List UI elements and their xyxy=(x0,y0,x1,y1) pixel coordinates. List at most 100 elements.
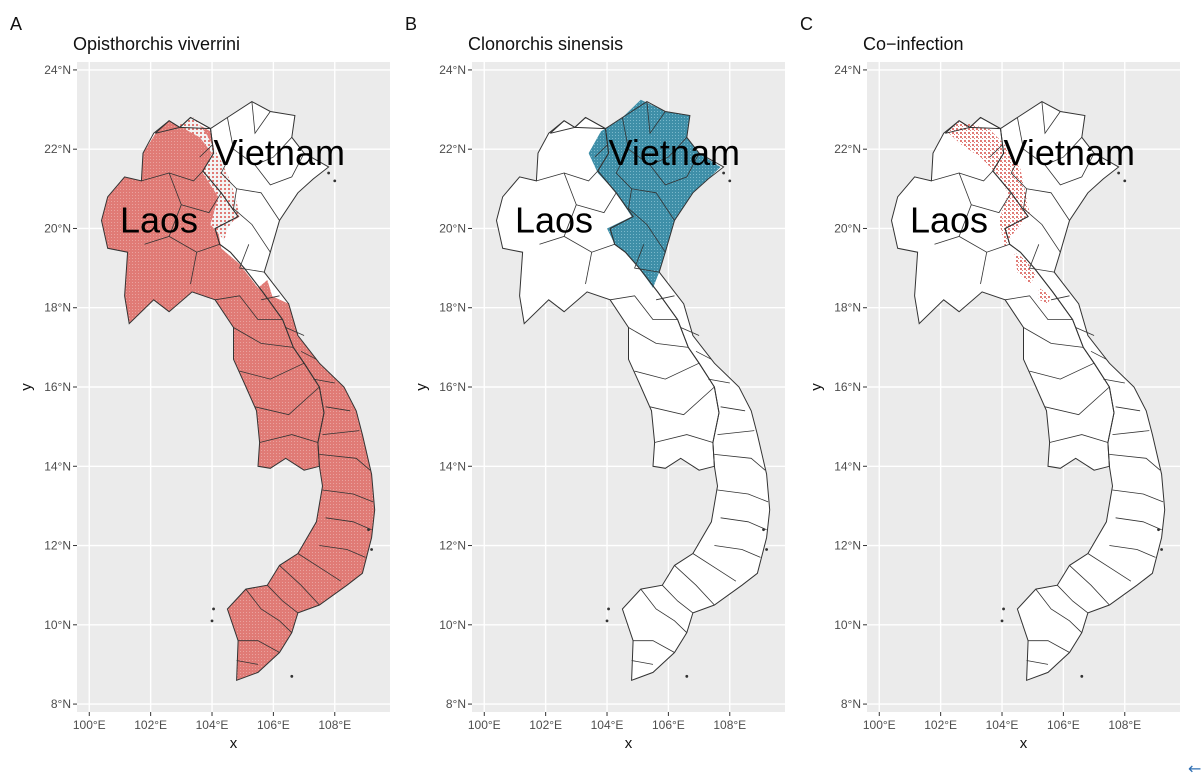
island xyxy=(1160,548,1163,551)
vietnam-province-border xyxy=(1028,640,1070,653)
vietnam-province-border xyxy=(297,553,342,582)
vietnam-province-border xyxy=(325,406,351,412)
laos-label: Laos xyxy=(910,199,988,240)
y-tick-label: 20°N xyxy=(44,221,71,235)
vietnam-province-border xyxy=(1035,588,1083,633)
laos-province-border xyxy=(1023,327,1084,348)
vietnam-province-border xyxy=(1069,565,1110,606)
vietnam-label: Vietnam xyxy=(609,132,740,173)
y-tick-label: 18°N xyxy=(834,301,861,315)
x-tick-label: 100°E xyxy=(73,718,106,732)
laos-province-border xyxy=(1049,434,1109,443)
y-tick-label: 10°N xyxy=(439,618,466,632)
vietnam-label: Vietnam xyxy=(214,132,345,173)
x-tick-label: 106°E xyxy=(1047,718,1080,732)
y-tick-label: 14°N xyxy=(834,459,861,473)
island xyxy=(1117,171,1121,175)
vietnam-label: Vietnam xyxy=(1004,132,1135,173)
island xyxy=(367,528,370,532)
province-borders xyxy=(536,101,769,665)
laos-province-border xyxy=(958,170,994,182)
y-tick-label: 22°N xyxy=(834,142,861,156)
vietnam-province-border xyxy=(319,454,371,471)
coinfection-area xyxy=(1014,252,1036,284)
vietnam-outline xyxy=(944,101,1166,682)
vietnam-province-border xyxy=(1026,660,1049,665)
vietnam-province-border xyxy=(236,660,259,665)
vietnam-province-border xyxy=(1087,553,1132,582)
panel-letter: C xyxy=(800,14,813,34)
laos-province-border xyxy=(628,327,689,348)
vietnam-province-border xyxy=(649,153,700,186)
vietnam-province-border xyxy=(1090,350,1107,360)
vietnam-province-border xyxy=(251,101,271,135)
laos-province-border xyxy=(649,386,715,416)
vietnam-province-border xyxy=(245,588,293,633)
laos-land xyxy=(891,117,1114,471)
island xyxy=(605,619,609,623)
x-tick-label: 100°E xyxy=(863,718,896,732)
y-tick-label: 24°N xyxy=(44,63,71,77)
x-axis-title: x xyxy=(1020,735,1028,752)
laos-label: Laos xyxy=(515,199,593,240)
laos-province-border xyxy=(190,252,198,285)
x-tick-label: 104°E xyxy=(986,718,1019,732)
island xyxy=(1000,619,1004,623)
vietnam-province-border xyxy=(633,640,675,653)
laos-province-border xyxy=(654,434,714,443)
panel-title: Clonorchis sinensis xyxy=(468,34,623,54)
vietnam-province-border xyxy=(1075,327,1095,336)
island xyxy=(1080,674,1084,678)
island xyxy=(728,179,732,183)
x-tick-label: 108°E xyxy=(713,718,746,732)
province-borders xyxy=(141,101,374,665)
laos-province-border xyxy=(634,362,700,380)
vietnam-province-border xyxy=(300,350,317,360)
x-tick-label: 102°E xyxy=(529,718,562,732)
laos-land xyxy=(496,117,719,471)
y-tick-label: 20°N xyxy=(439,221,466,235)
x-tick-label: 102°E xyxy=(134,718,167,732)
y-tick-label: 22°N xyxy=(439,142,466,156)
laos-province-border xyxy=(181,192,222,214)
panel-a: 100°E 102°E 104°E 106°E 108°E 24°N 22°N 20°N 18°… xyxy=(10,14,390,752)
vietnam-province-border xyxy=(720,406,746,412)
vietnam-province-border xyxy=(199,144,213,158)
vietnam-province-border xyxy=(1115,517,1162,531)
vietnam-province-border xyxy=(1029,244,1055,273)
vietnam-province-border xyxy=(717,489,769,503)
panel-letter: A xyxy=(10,14,22,34)
laos-province-border xyxy=(254,386,320,416)
y-axis-title: y xyxy=(413,383,430,391)
island xyxy=(290,674,294,678)
coinfection-area xyxy=(946,120,1030,249)
cs-prevalence-area xyxy=(588,99,721,288)
y-tick-label: 18°N xyxy=(44,301,71,315)
y-tick-label: 12°N xyxy=(44,539,71,553)
island xyxy=(685,674,689,678)
island xyxy=(722,171,726,175)
laos-province-border xyxy=(971,192,1012,214)
x-tick-label: 108°E xyxy=(1108,718,1141,732)
y-tick-label: 8°N xyxy=(51,697,71,711)
laos-province-border xyxy=(1029,362,1095,380)
vietnam-province-border xyxy=(1023,188,1061,253)
island xyxy=(327,171,331,175)
vietnam-province-border xyxy=(634,244,660,273)
vietnam-province-border xyxy=(631,660,654,665)
vietnam-province-border xyxy=(279,565,320,606)
y-tick-label: 12°N xyxy=(439,539,466,553)
x-tick-label: 100°E xyxy=(468,718,501,732)
vietnam-province-border xyxy=(285,327,305,336)
y-tick-label: 22°N xyxy=(44,142,71,156)
vietnam-province-border xyxy=(674,565,715,606)
vietnam-province-border xyxy=(1109,454,1161,471)
vietnam-province-border xyxy=(1041,101,1061,135)
vietnam-outline xyxy=(154,101,376,682)
vietnam-province-border xyxy=(1112,430,1150,435)
island xyxy=(333,179,337,183)
island xyxy=(762,528,765,532)
province-borders xyxy=(931,101,1164,665)
island xyxy=(212,607,215,611)
x-tick-label: 106°E xyxy=(652,718,685,732)
